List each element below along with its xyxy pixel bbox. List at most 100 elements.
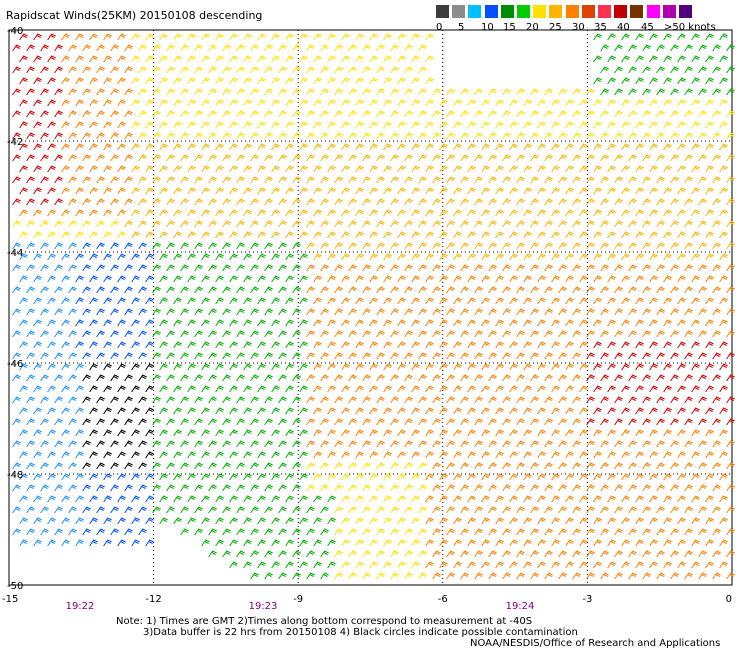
wind-barb	[411, 495, 420, 503]
wind-barb	[82, 352, 91, 360]
wind-barb	[439, 187, 448, 195]
wind-barb	[446, 286, 455, 294]
wind-barb	[124, 110, 133, 118]
wind-barb	[124, 154, 133, 162]
wind-barb	[614, 440, 623, 448]
wind-barb	[453, 121, 462, 129]
wind-barb	[145, 495, 154, 503]
wind-barb	[166, 308, 175, 316]
wind-barb	[236, 154, 245, 162]
wind-barb	[523, 209, 532, 217]
wind-barb	[558, 550, 567, 558]
wind-barb	[180, 66, 189, 74]
wind-barb	[551, 495, 560, 503]
wind-barb	[110, 66, 119, 74]
wind-barb	[495, 253, 504, 261]
wind-barb	[495, 165, 504, 173]
wind-barb	[236, 198, 245, 206]
wind-barb	[586, 176, 595, 184]
wind-barb	[89, 297, 98, 305]
wind-barb	[320, 462, 329, 470]
wind-barb	[40, 132, 49, 140]
wind-barb	[257, 165, 266, 173]
wind-barb	[299, 209, 308, 217]
wind-barb	[180, 506, 189, 514]
wind-barb	[124, 506, 133, 514]
wind-barb	[726, 462, 735, 470]
wind-barb	[194, 352, 203, 360]
wind-barb	[649, 121, 658, 129]
wind-barb	[327, 407, 336, 415]
wind-barb	[257, 121, 266, 129]
wind-barb	[61, 231, 70, 239]
wind-barb	[467, 429, 476, 437]
wind-barb	[572, 264, 581, 272]
wind-barb	[75, 451, 84, 459]
wind-barb	[75, 495, 84, 503]
wind-barb	[656, 220, 665, 228]
wind-barb	[341, 187, 350, 195]
wind-barb	[208, 88, 217, 96]
wind-barb	[103, 275, 112, 283]
wind-barb	[110, 330, 119, 338]
wind-barb	[726, 44, 735, 52]
wind-barb	[698, 132, 707, 140]
wind-barb	[551, 385, 560, 393]
wind-barb	[166, 440, 175, 448]
wind-barb	[138, 44, 147, 52]
wind-barb	[320, 110, 329, 118]
wind-barb	[243, 33, 252, 41]
wind-barb	[208, 330, 217, 338]
wind-barb	[61, 539, 70, 547]
legend-swatch	[549, 5, 563, 18]
wind-barb	[334, 44, 343, 52]
wind-barb	[362, 88, 371, 96]
wind-barb	[341, 561, 350, 569]
wind-barb	[194, 286, 203, 294]
wind-barb	[40, 176, 49, 184]
wind-barb	[215, 473, 224, 481]
wind-barb	[229, 319, 238, 327]
wind-barb	[348, 44, 357, 52]
wind-barb	[446, 506, 455, 514]
wind-barb	[544, 132, 553, 140]
wind-barb	[460, 418, 469, 426]
wind-barb	[376, 66, 385, 74]
wind-barb	[467, 407, 476, 415]
wind-barb	[208, 528, 217, 536]
wind-barb	[544, 462, 553, 470]
wind-barb	[621, 473, 630, 481]
wind-barb	[243, 473, 252, 481]
wind-barb	[166, 484, 175, 492]
wind-barb	[558, 110, 567, 118]
wind-barb	[691, 275, 700, 283]
wind-barb	[306, 462, 315, 470]
wind-barb	[201, 55, 210, 63]
wind-barb	[523, 539, 532, 547]
wind-barb	[117, 473, 126, 481]
wind-barb	[404, 242, 413, 250]
wind-barb	[306, 396, 315, 404]
wind-barb	[516, 352, 525, 360]
wind-barb	[705, 99, 714, 107]
wind-barb	[180, 242, 189, 250]
wind-barb	[159, 473, 168, 481]
wind-barb	[138, 418, 147, 426]
wind-barb	[278, 154, 287, 162]
wind-barb	[292, 330, 301, 338]
wind-barb	[439, 253, 448, 261]
wind-barb	[40, 506, 49, 514]
wind-barb	[516, 132, 525, 140]
wind-barb	[117, 253, 126, 261]
wind-barb	[166, 110, 175, 118]
wind-barb	[439, 341, 448, 349]
wind-barb	[215, 143, 224, 151]
wind-barb	[243, 77, 252, 85]
wind-barb	[516, 242, 525, 250]
wind-barb	[173, 363, 182, 371]
wind-barb	[180, 462, 189, 470]
wind-barb	[474, 352, 483, 360]
wind-barb	[285, 77, 294, 85]
wind-barb	[614, 154, 623, 162]
wind-barb	[124, 88, 133, 96]
